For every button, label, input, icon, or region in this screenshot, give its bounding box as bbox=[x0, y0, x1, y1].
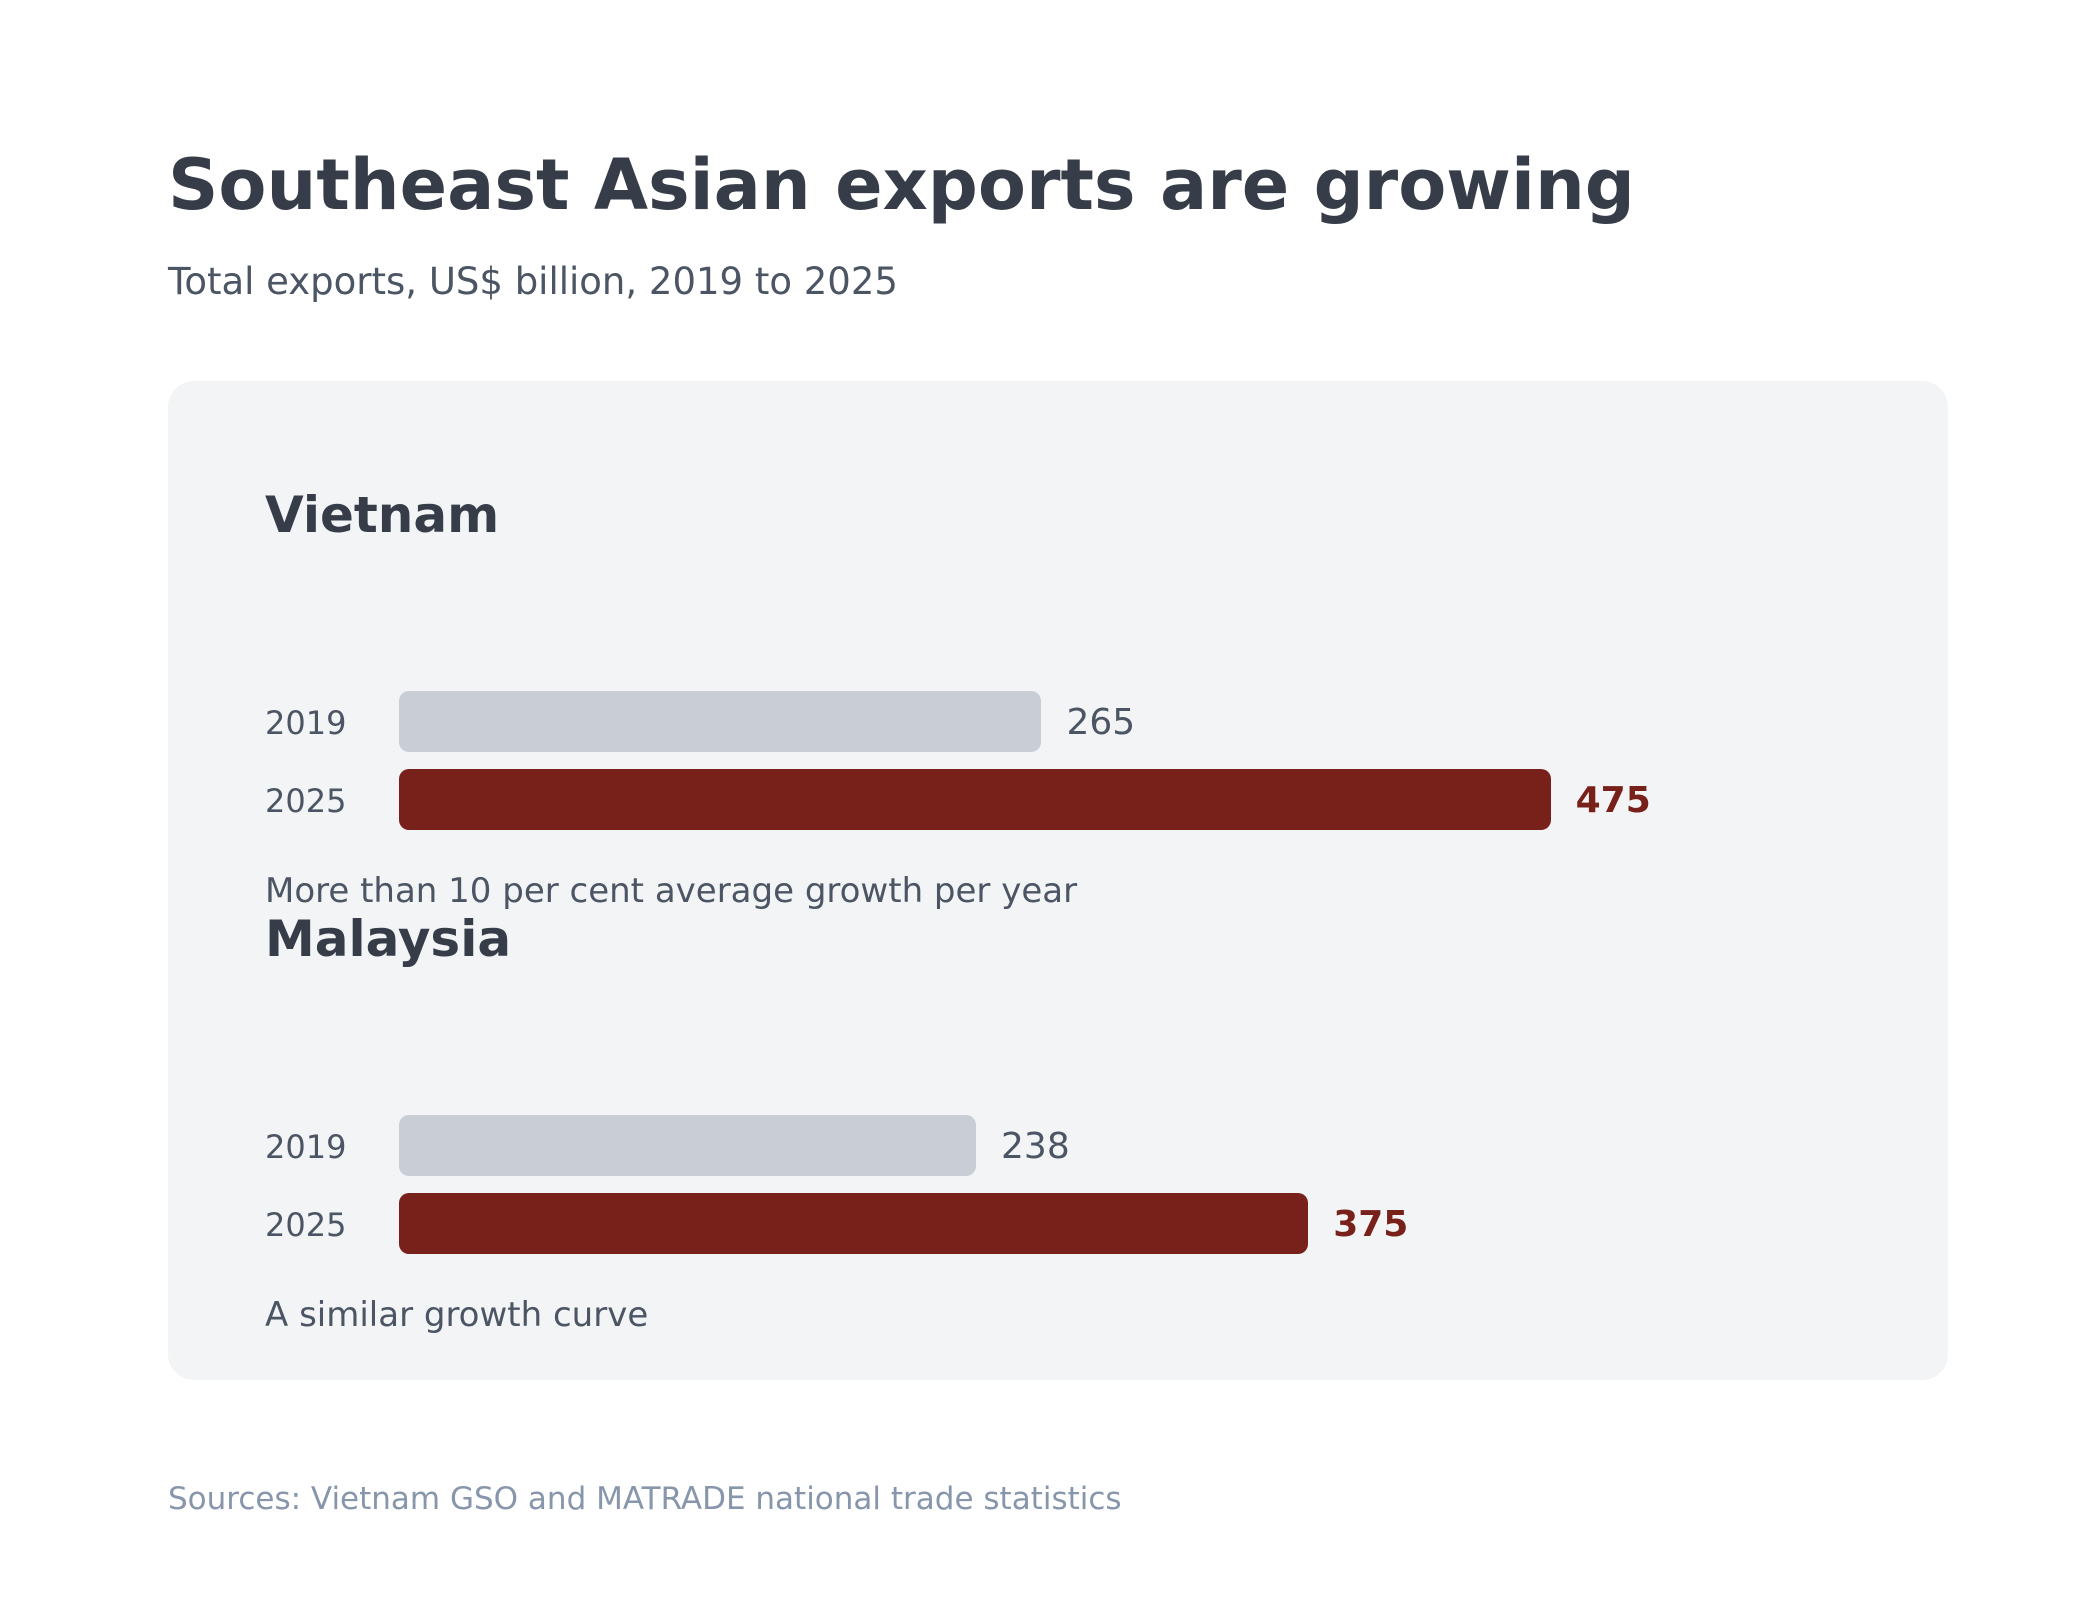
bar-row-2025: 2025 375 bbox=[265, 1193, 1865, 1255]
bar-2025 bbox=[399, 769, 1551, 830]
value-label: 475 bbox=[1575, 780, 1651, 821]
year-label: 2019 bbox=[265, 704, 347, 742]
year-label: 2025 bbox=[265, 782, 347, 820]
chart-subtitle: Total exports, US$ billion, 2019 to 2025 bbox=[168, 260, 898, 303]
chart-title: Southeast Asian exports are growing bbox=[168, 144, 1635, 226]
bar-2019 bbox=[399, 1115, 977, 1176]
country-group-malaysia: Malaysia 2019 238 2025 375 A similar gro… bbox=[265, 910, 1865, 1332]
country-title: Malaysia bbox=[265, 910, 512, 968]
bar-row-2019: 2019 265 bbox=[265, 691, 1865, 753]
value-label: 375 bbox=[1333, 1204, 1409, 1245]
value-label: 238 bbox=[1001, 1126, 1070, 1167]
year-label: 2025 bbox=[265, 1206, 347, 1244]
bar-row-2019: 2019 238 bbox=[265, 1115, 1865, 1177]
chart-panel: Vietnam 2019 265 2025 475 More than 10 p… bbox=[168, 381, 1948, 1380]
bar-row-2025: 2025 475 bbox=[265, 769, 1865, 831]
growth-note: A similar growth curve bbox=[265, 1295, 649, 1335]
source-note: Sources: Vietnam GSO and MATRADE nationa… bbox=[168, 1481, 1122, 1517]
country-title: Vietnam bbox=[265, 486, 500, 544]
country-group-vietnam: Vietnam 2019 265 2025 475 More than 10 p… bbox=[265, 486, 1865, 908]
value-label: 265 bbox=[1066, 702, 1136, 743]
year-label: 2019 bbox=[265, 1128, 347, 1166]
growth-note: More than 10 per cent average growth per… bbox=[265, 871, 1078, 911]
bar-2019 bbox=[399, 691, 1042, 752]
bar-2025 bbox=[399, 1193, 1309, 1254]
